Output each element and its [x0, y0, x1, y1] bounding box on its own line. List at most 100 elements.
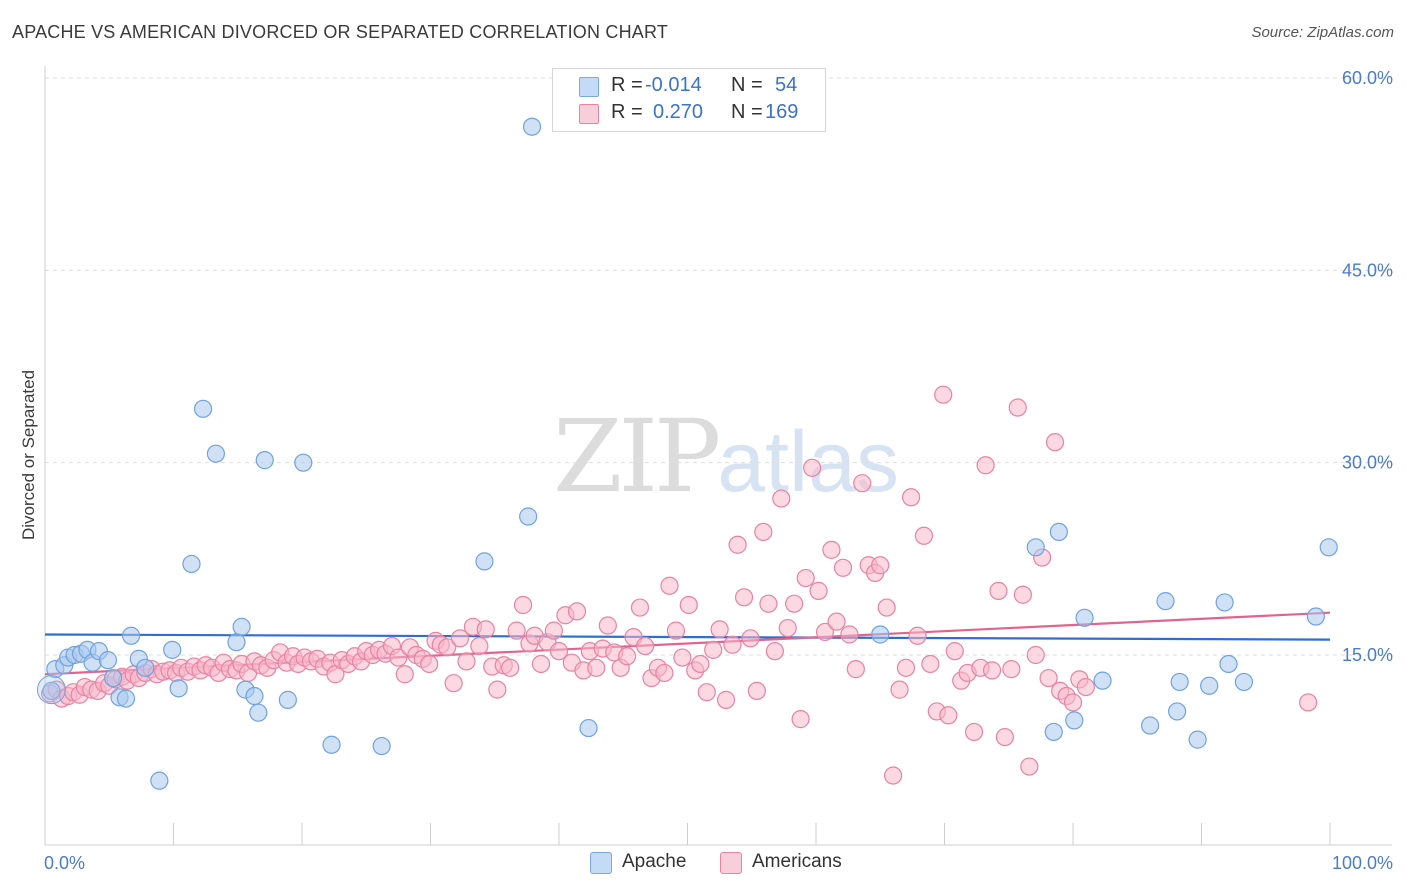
point-americans: [791, 710, 810, 729]
watermark-zip: ZIP: [553, 398, 721, 515]
point-apache: [1234, 672, 1254, 692]
point-apache: [116, 689, 136, 708]
point-americans: [488, 680, 507, 699]
point-apache: [871, 625, 890, 644]
y-axis-label: Divorced or Separated: [19, 370, 38, 540]
point-americans: [833, 558, 853, 577]
point-apache: [322, 735, 341, 754]
point-americans: [704, 640, 723, 659]
point-americans: [513, 595, 533, 615]
legend-label-apache: Apache: [622, 851, 687, 872]
point-americans: [995, 727, 1014, 747]
point-americans: [778, 618, 797, 638]
point-americans: [939, 706, 958, 725]
point-americans: [809, 581, 828, 600]
point-americans: [697, 683, 716, 702]
r-value: 0.270: [653, 101, 704, 123]
point-americans: [846, 660, 865, 679]
point-apache: [1219, 654, 1238, 674]
legend-label-americans: Americans: [752, 851, 842, 872]
point-americans: [945, 642, 964, 661]
point-apache: [98, 651, 118, 670]
point-americans: [1039, 668, 1058, 688]
point-apache: [1319, 538, 1338, 557]
trend-line-apache: [44, 633, 1331, 641]
zipatlas-watermark: ZIPatlas: [553, 398, 899, 515]
point-americans: [840, 625, 859, 644]
point-apache-cluster: [36, 675, 66, 705]
point-americans: [630, 598, 650, 617]
y-tick-label: 15.0%: [1342, 645, 1393, 665]
x-tick-label: 100.0%: [1332, 853, 1393, 873]
point-apache: [206, 444, 226, 463]
point-americans: [598, 616, 617, 635]
point-apache: [475, 552, 494, 571]
point-americans: [450, 629, 470, 648]
point-americans: [660, 576, 679, 595]
point-americans: [1063, 693, 1083, 712]
point-americans: [734, 588, 754, 607]
point-americans: [679, 595, 698, 615]
point-americans: [1045, 433, 1065, 452]
point-americans: [759, 594, 778, 613]
point-americans: [890, 680, 909, 699]
point-americans: [444, 674, 463, 693]
point-americans: [1299, 693, 1318, 712]
n-label: N =: [731, 101, 763, 123]
point-americans: [921, 654, 940, 674]
point-apache: [1200, 676, 1219, 695]
point-americans: [1020, 757, 1039, 776]
point-apache: [169, 679, 188, 698]
point-americans: [728, 535, 747, 554]
data-points: [36, 117, 1338, 790]
r-label: R =: [611, 101, 643, 123]
point-americans: [567, 602, 587, 621]
point-americans: [741, 629, 760, 648]
point-apache: [1140, 716, 1160, 735]
point-apache: [1156, 592, 1175, 611]
point-americans: [531, 654, 551, 674]
point-americans: [438, 638, 457, 657]
legend-swatch-apache: [590, 852, 612, 874]
point-apache: [1167, 702, 1187, 721]
n-value: 54: [775, 74, 798, 96]
point-americans: [989, 581, 1008, 600]
point-americans: [635, 636, 655, 656]
point-americans: [934, 385, 953, 404]
point-apache: [1170, 672, 1189, 692]
r-label: R =: [611, 74, 643, 96]
point-apache: [579, 718, 598, 738]
point-americans: [507, 621, 526, 640]
point-americans: [691, 654, 710, 674]
point-apache: [1065, 711, 1084, 730]
r-value: -0.014: [645, 74, 702, 96]
point-americans: [754, 522, 773, 542]
point-americans: [544, 621, 563, 640]
point-apache: [294, 453, 313, 472]
chart-title: APACHE VS AMERICAN DIVORCED OR SEPARATED…: [12, 22, 669, 42]
point-apache: [255, 451, 274, 470]
point-americans: [710, 620, 729, 639]
point-apache: [249, 703, 268, 722]
x-tick-label: 0.0%: [44, 853, 85, 873]
point-apache: [163, 640, 182, 659]
point-americans: [976, 456, 995, 475]
point-americans: [871, 556, 890, 575]
point-apache: [42, 681, 61, 701]
y-tick-label: 60.0%: [1342, 68, 1393, 88]
point-americans: [765, 642, 784, 661]
point-apache: [227, 633, 246, 652]
point-apache: [278, 690, 297, 709]
point-americans: [618, 647, 637, 666]
y-tick-label: 30.0%: [1342, 453, 1393, 473]
point-americans: [1076, 677, 1095, 697]
point-americans: [420, 654, 439, 674]
point-americans: [476, 620, 495, 639]
point-americans: [803, 458, 822, 477]
point-apache: [519, 507, 538, 526]
legend-swatch-americans: [579, 104, 599, 124]
point-apache: [1026, 538, 1045, 557]
point-americans: [772, 489, 791, 508]
point-americans: [1026, 645, 1045, 665]
